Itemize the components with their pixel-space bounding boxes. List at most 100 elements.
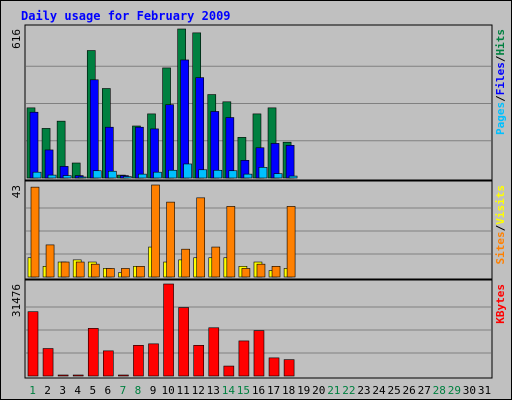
bar-pages-day-17 bbox=[273, 173, 283, 179]
day-label-21: 21 bbox=[327, 384, 340, 397]
bar-kbytes-day-18 bbox=[283, 359, 295, 377]
bar-pages-day-18 bbox=[288, 175, 298, 179]
day-label-20: 20 bbox=[312, 384, 325, 397]
bar-files-day-17 bbox=[270, 143, 280, 179]
bar-sites-day-10 bbox=[166, 201, 175, 278]
bar-pages-day-6 bbox=[108, 170, 117, 179]
bar-files-day-13 bbox=[210, 111, 220, 179]
bar-kbytes-day-15 bbox=[238, 340, 250, 377]
bar-pages-day-16 bbox=[258, 167, 268, 179]
legend-entry-hits-files-pages-1: / bbox=[494, 95, 507, 102]
bar-sites-day-11 bbox=[181, 248, 190, 278]
bar-files-day-14 bbox=[225, 117, 235, 179]
bar-sites-day-17 bbox=[271, 266, 281, 278]
day-label-22: 22 bbox=[342, 384, 355, 397]
day-label-6: 6 bbox=[105, 384, 112, 397]
bar-sites-day-9 bbox=[151, 184, 160, 278]
bar-sites-day-2 bbox=[45, 244, 55, 278]
day-label-15: 15 bbox=[237, 384, 250, 397]
bar-pages-day-5 bbox=[92, 170, 102, 179]
bar-kbytes-day-3 bbox=[57, 374, 69, 377]
bar-sites-day-5 bbox=[90, 263, 100, 278]
bar-files-day-18 bbox=[285, 145, 295, 179]
bar-pages-day-12 bbox=[198, 169, 208, 179]
legend-entry-hits-files-pages-4: Hits bbox=[494, 29, 507, 56]
bar-files-day-5 bbox=[89, 79, 99, 179]
max-label-visits-sites: 43 bbox=[10, 185, 23, 198]
day-label-8: 8 bbox=[135, 384, 142, 397]
bar-sites-day-4 bbox=[75, 261, 85, 278]
bar-files-day-6 bbox=[105, 126, 114, 179]
day-label-9: 9 bbox=[150, 384, 157, 397]
day-label-23: 23 bbox=[357, 384, 370, 397]
day-label-1: 1 bbox=[29, 384, 36, 397]
bar-pages-day-3 bbox=[62, 175, 72, 179]
day-label-7: 7 bbox=[120, 384, 127, 397]
day-label-17: 17 bbox=[267, 384, 280, 397]
legend-kbytes: KBytes bbox=[494, 284, 507, 324]
day-label-19: 19 bbox=[297, 384, 310, 397]
legend-entry-hits-files-pages-3: / bbox=[494, 55, 507, 62]
day-label-25: 25 bbox=[387, 384, 400, 397]
bar-pages-day-10 bbox=[168, 169, 177, 179]
day-label-10: 10 bbox=[161, 384, 174, 397]
bar-pages-day-8 bbox=[138, 173, 147, 179]
day-label-5: 5 bbox=[89, 384, 96, 397]
day-label-2: 2 bbox=[44, 384, 51, 397]
max-label-hits-files-pages: 616 bbox=[10, 29, 23, 49]
bar-sites-day-13 bbox=[211, 246, 221, 278]
bar-sites-day-16 bbox=[256, 263, 266, 278]
bar-kbytes-day-12 bbox=[193, 345, 205, 377]
legend-entry-visits-sites-2: Visits bbox=[494, 185, 507, 225]
bar-kbytes-day-4 bbox=[72, 374, 84, 377]
bar-kbytes-day-14 bbox=[223, 365, 235, 377]
bar-kbytes-day-8 bbox=[133, 345, 144, 377]
day-label-28: 28 bbox=[433, 384, 446, 397]
bar-kbytes-day-7 bbox=[118, 374, 129, 377]
bar-pages-day-7 bbox=[123, 176, 132, 179]
bar-files-day-10 bbox=[165, 104, 174, 179]
legend-entry-hits-files-pages-0: Pages bbox=[494, 102, 507, 135]
bar-kbytes-day-13 bbox=[208, 327, 220, 377]
max-label-kbytes: 31476 bbox=[10, 284, 23, 317]
bar-pages-day-4 bbox=[77, 176, 87, 179]
bar-files-day-2 bbox=[44, 149, 54, 179]
day-label-14: 14 bbox=[222, 384, 236, 397]
day-label-16: 16 bbox=[252, 384, 265, 397]
bar-kbytes-day-6 bbox=[103, 350, 114, 377]
bar-kbytes-day-1 bbox=[27, 311, 39, 377]
bar-sites-day-7 bbox=[121, 268, 130, 278]
legend-entry-hits-files-pages-2: Files bbox=[494, 62, 507, 95]
bar-sites-day-3 bbox=[60, 261, 70, 278]
bar-kbytes-day-9 bbox=[148, 343, 159, 377]
day-label-11: 11 bbox=[177, 384, 190, 397]
day-label-27: 27 bbox=[418, 384, 431, 397]
legend-entry-visits-sites-0: Sites bbox=[494, 231, 507, 264]
bar-pages-day-13 bbox=[213, 169, 223, 179]
bar-sites-day-1 bbox=[30, 186, 40, 278]
bar-files-day-1 bbox=[29, 111, 39, 179]
bar-sites-day-18 bbox=[286, 206, 296, 278]
day-label-30: 30 bbox=[463, 384, 476, 397]
day-label-29: 29 bbox=[448, 384, 461, 397]
bar-kbytes-day-16 bbox=[253, 330, 265, 377]
day-label-31: 31 bbox=[478, 384, 491, 397]
bar-pages-day-14 bbox=[228, 170, 238, 179]
day-label-26: 26 bbox=[403, 384, 416, 397]
bar-pages-day-9 bbox=[153, 171, 162, 179]
bar-files-day-12 bbox=[195, 77, 205, 179]
day-label-3: 3 bbox=[59, 384, 66, 397]
bar-sites-day-12 bbox=[196, 197, 206, 278]
bar-pages-day-2 bbox=[47, 174, 57, 179]
day-label-18: 18 bbox=[282, 384, 295, 397]
legend-entry-kbytes-0: KBytes bbox=[494, 284, 507, 324]
legend-hits-files-pages: Pages/Files/Hits bbox=[494, 29, 507, 135]
bar-pages-day-15 bbox=[243, 173, 253, 179]
chart-title: Daily usage for February 2009 bbox=[21, 9, 231, 23]
bar-pages-day-1 bbox=[32, 171, 42, 179]
bar-sites-day-14 bbox=[226, 206, 236, 278]
day-label-12: 12 bbox=[192, 384, 205, 397]
bar-kbytes-day-2 bbox=[42, 348, 54, 377]
